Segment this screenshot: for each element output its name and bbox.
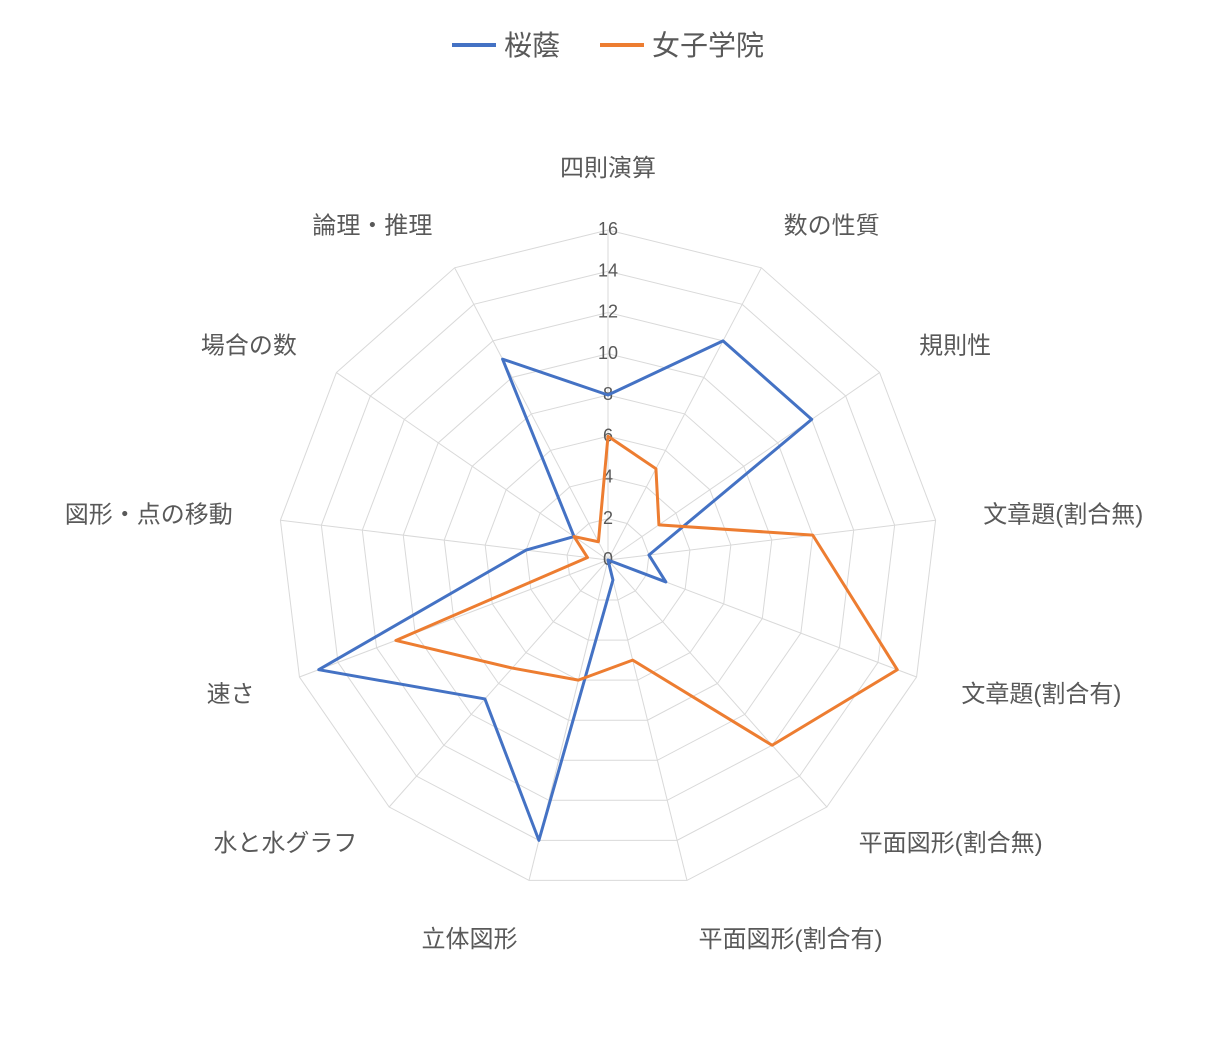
tick-label: 14 (598, 260, 618, 280)
axis-label: 文章題(割合無) (983, 501, 1143, 528)
tick-label: 12 (598, 302, 618, 322)
axis-label: 数の性質 (784, 212, 880, 239)
axis-label: 平面図形(割合無) (859, 830, 1043, 857)
axis-label: 速さ (207, 681, 255, 708)
axis-label: 論理・推理 (312, 212, 432, 239)
tick-label: 16 (598, 219, 618, 239)
axis-label: 場合の数 (201, 332, 297, 359)
radar-chart: 0246810121416四則演算数の性質規則性文章題(割合無)文章題(割合有)… (0, 0, 1216, 1041)
tick-label: 10 (598, 343, 618, 363)
axis-label: 図形・点の移動 (65, 501, 233, 528)
axis-label: 文章題(割合有) (961, 681, 1121, 708)
axis-label: 平面図形(割合有) (698, 926, 882, 953)
axis-label: 規則性 (919, 332, 991, 359)
tick-label: 2 (603, 508, 613, 528)
axis-label: 水と水グラフ (213, 830, 357, 857)
axis-label: 四則演算 (560, 155, 656, 182)
axis-label: 立体図形 (422, 926, 518, 953)
legend-label: 女子学院 (652, 30, 764, 61)
radar-svg: 0246810121416四則演算数の性質規則性文章題(割合無)文章題(割合有)… (0, 0, 1216, 1041)
legend-label: 桜蔭 (504, 30, 560, 61)
